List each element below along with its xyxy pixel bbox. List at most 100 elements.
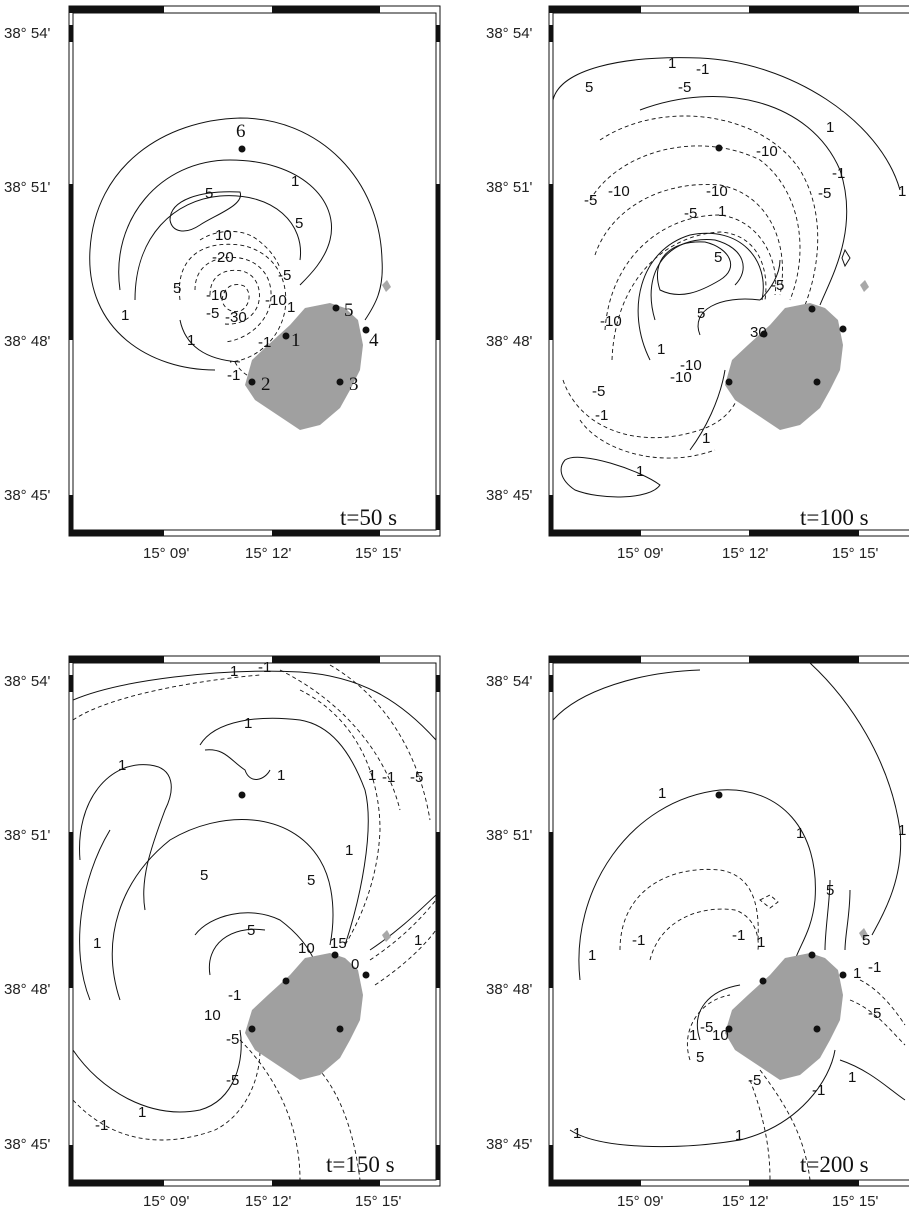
- contour-label: 5: [173, 280, 181, 297]
- contour-label: -20: [212, 249, 234, 266]
- contour-label: 1: [668, 55, 676, 72]
- islet-strombolicchio: [860, 280, 869, 292]
- island-stromboli: [245, 280, 391, 430]
- lat-label: 38° 45': [4, 487, 51, 504]
- contour-label: 5: [696, 1049, 704, 1066]
- contour-label: -1: [227, 367, 240, 384]
- contour-label: 1: [287, 299, 295, 316]
- gauge-sites: [715, 144, 847, 386]
- contour-label: 10: [215, 227, 232, 244]
- contour-label: 5: [826, 882, 834, 899]
- lat-label: 38° 48': [486, 333, 533, 350]
- site-marker: [725, 1025, 733, 1033]
- island-shape: [725, 953, 843, 1080]
- contour-label: -1: [832, 165, 845, 182]
- contour-label: 10: [204, 1007, 221, 1024]
- site-marker: [248, 1025, 256, 1033]
- island-shape: [245, 953, 363, 1080]
- contour-label: 1: [345, 842, 353, 859]
- map-frame: [68, 5, 441, 537]
- contour-label: 1: [848, 1069, 856, 1086]
- contour-label: 1: [735, 1127, 743, 1144]
- lon-label: 15° 15': [355, 545, 402, 562]
- contour-label: 1: [368, 767, 376, 784]
- contour-label: -5: [678, 79, 691, 96]
- contour-label: 1: [244, 715, 252, 732]
- contour-label: -10: [706, 183, 728, 200]
- lat-label: 38° 51': [4, 827, 51, 844]
- x-axis-labels: 15° 09' 15° 12' 15° 15': [617, 545, 879, 562]
- lat-label: 38° 54': [486, 673, 533, 690]
- contour-label: 1: [118, 757, 126, 774]
- gauge-sites: 1 2 3 4 5 6: [236, 121, 379, 395]
- contour-label: -10: [756, 143, 778, 160]
- contour-label: 1: [636, 463, 644, 480]
- contour-label: 1: [93, 935, 101, 952]
- time-label: t=50 s: [340, 505, 397, 530]
- contour-label: 10: [712, 1027, 729, 1044]
- island-stromboli: [245, 930, 391, 1080]
- contour-label: 1: [898, 822, 906, 839]
- contour-label: -5: [748, 1072, 761, 1089]
- contour-label: 15: [330, 935, 347, 952]
- lon-label: 15° 09': [143, 545, 190, 562]
- contour-label: -1: [812, 1082, 825, 1099]
- contour-label: 1: [187, 332, 195, 349]
- lon-label: 15° 15': [832, 545, 879, 562]
- site-marker: [248, 378, 256, 386]
- lon-label: 15° 09': [617, 545, 664, 562]
- lat-label: 38° 54': [4, 25, 51, 42]
- site-marker: [238, 145, 246, 153]
- contour-label: 30: [750, 324, 767, 341]
- contour-label: 1: [588, 947, 596, 964]
- lat-label: 38° 48': [486, 981, 533, 998]
- contour-label: 1: [121, 307, 129, 324]
- time-label: t=100 s: [800, 505, 869, 530]
- site-marker: [282, 332, 290, 340]
- contour-label: -5: [684, 205, 697, 222]
- lat-label: 38° 45': [486, 487, 533, 504]
- contour-label: -10: [670, 369, 692, 386]
- contour-label: -5: [592, 383, 605, 400]
- lat-label: 38° 51': [4, 179, 51, 196]
- gauge-sites: [238, 791, 370, 1033]
- y-axis-labels: 38° 54' 38° 51' 38° 48' 38° 45': [486, 25, 533, 504]
- time-label: t=200 s: [800, 1152, 869, 1177]
- contour-label: 0: [351, 956, 359, 973]
- contour-label: 1: [689, 1027, 697, 1044]
- contour-lines: [89, 117, 383, 381]
- x-axis-labels: 15° 09' 15° 12' 15° 15': [143, 1193, 402, 1210]
- contour-label: -10: [206, 287, 228, 304]
- lon-label: 15° 12': [722, 545, 769, 562]
- lat-label: 38° 54': [486, 25, 533, 42]
- site-marker: [839, 971, 847, 979]
- lat-label: 38° 48': [4, 333, 51, 350]
- map-frame: [68, 655, 441, 1187]
- lon-label: 15° 09': [143, 1193, 190, 1210]
- contour-value-labels: 1 -1 1 1 1 -1 -5 1 1 5 5 1 5 10 15 0 1 1…: [93, 659, 423, 1134]
- lat-label: 38° 51': [486, 179, 533, 196]
- contour-label: -30: [225, 309, 247, 326]
- y-axis-labels: 38° 54' 38° 51' 38° 48' 38° 45': [4, 25, 51, 504]
- contour-label: 1: [291, 173, 299, 190]
- site-marker: [808, 305, 816, 313]
- contour-label: 1: [757, 934, 765, 951]
- contour-label: 1: [796, 825, 804, 842]
- lon-label: 15° 15': [832, 1193, 879, 1210]
- contour-label: -10: [265, 292, 287, 309]
- contour-label: 1: [898, 183, 906, 200]
- site-marker: [331, 951, 339, 959]
- contour-lines: [553, 663, 906, 1180]
- x-axis-labels: 15° 09' 15° 12' 15° 15': [143, 545, 402, 562]
- contour-label: -1: [258, 659, 271, 676]
- contour-label: -5: [771, 277, 784, 294]
- contour-label: -1: [696, 61, 709, 78]
- x-axis-labels: 15° 09' 15° 12' 15° 15': [617, 1193, 879, 1210]
- contour-label: 5: [307, 872, 315, 889]
- lon-label: 15° 12': [245, 1193, 292, 1210]
- site-label: 6: [236, 121, 246, 142]
- lat-label: 38° 51': [486, 827, 533, 844]
- island-stromboli: [725, 928, 868, 1080]
- lon-label: 15° 09': [617, 1193, 664, 1210]
- contour-label: -5: [226, 1072, 239, 1089]
